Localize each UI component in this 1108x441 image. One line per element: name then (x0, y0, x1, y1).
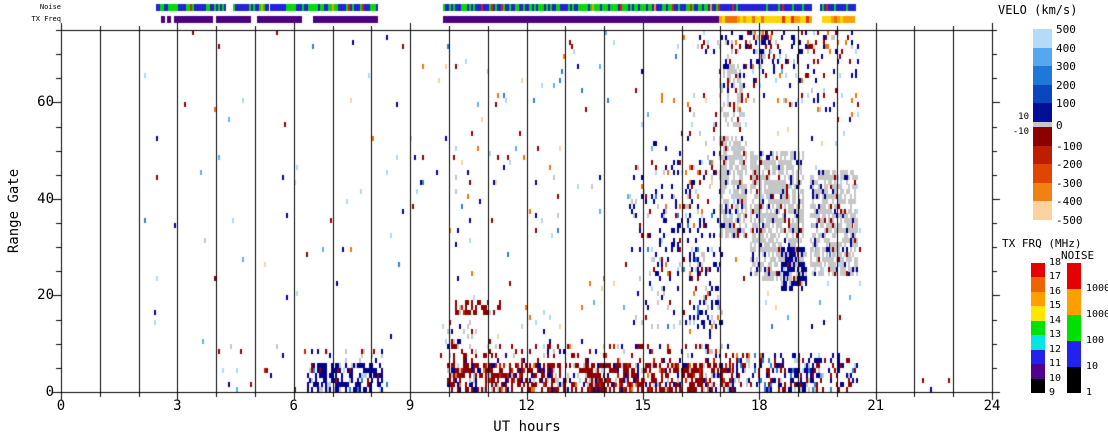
txfrq-colorbar-block (1031, 335, 1045, 350)
txfrq-legend-title: TX FRQ (MHz) (1002, 237, 1082, 250)
txfrq-scale-label: 13 (1049, 329, 1062, 340)
y-axis-title: Range Gate (6, 168, 22, 254)
velo-scale-label: -400 (1056, 195, 1083, 208)
velo-scale-label: 200 (1056, 79, 1076, 92)
y-tick-label: 60 (37, 94, 54, 111)
txfreq-strip-label: TX Freq (31, 15, 61, 23)
txfrq-scale-label: 9 (1049, 387, 1056, 398)
x-tick-label: 21 (867, 398, 885, 414)
txfrq-scale-label: 15 (1049, 300, 1062, 311)
x-tick-label: 0 (56, 398, 66, 414)
velo-colorbar-grayband (1033, 122, 1052, 127)
noise-colorbar-block (1067, 367, 1081, 393)
y-tick-label: 20 (37, 287, 54, 304)
velo-scale-label: -300 (1056, 177, 1083, 190)
x-tick-label: 24 (983, 398, 1001, 414)
x-tick-label: 6 (289, 398, 298, 414)
velo-colorbar-block (1033, 48, 1052, 66)
noise-scale-label: 1 (1086, 387, 1093, 398)
txfrq-colorbar-block (1031, 263, 1045, 277)
txfrq-scale-label: 10 (1049, 373, 1062, 384)
noise-scale-label: 1000 (1086, 309, 1108, 320)
velo-colorbar-block (1033, 201, 1052, 220)
velo-gs-threshold-label: 10 (1018, 112, 1029, 122)
noise-colorbar-block (1067, 263, 1081, 289)
txfrq-colorbar-block (1031, 379, 1045, 393)
noise-colorbar-block (1067, 289, 1081, 315)
noise-colorbar-block (1067, 315, 1081, 341)
velo-scale-label: -500 (1056, 214, 1083, 227)
txfrq-colorbar-block (1031, 364, 1045, 379)
velo-colorbar-block (1033, 103, 1052, 122)
txfrq-colorbar-block (1031, 306, 1045, 321)
noise-scale-label: 100 (1086, 335, 1105, 346)
velocity-legend-title: VELO (km/s) (998, 3, 1078, 17)
y-tick-label: 40 (37, 190, 54, 207)
velo-scale-label: 400 (1056, 42, 1076, 55)
velo-colorbar-block (1033, 66, 1052, 85)
velo-scale-label: -200 (1056, 158, 1083, 171)
txfrq-scale-label: 16 (1049, 286, 1062, 297)
velo-colorbar-block (1033, 29, 1052, 48)
txfrq-scale-label: 17 (1049, 271, 1062, 282)
x-tick-label: 18 (750, 398, 768, 414)
x-tick-label: 12 (518, 398, 535, 414)
velo-scale-label: -100 (1056, 140, 1083, 153)
velo-colorbar-block (1033, 183, 1052, 201)
x-tick-label: 15 (634, 398, 652, 414)
noise-scale-label: 10 (1086, 361, 1099, 372)
txfrq-scale-label: 18 (1049, 257, 1062, 268)
txfrq-scale-label: 11 (1049, 358, 1062, 369)
txfrq-colorbar-block (1031, 350, 1045, 364)
velo-colorbar-block (1033, 127, 1052, 146)
noise-scale-label: 10000 (1086, 283, 1108, 294)
txfrq-colorbar-block (1031, 277, 1045, 292)
velo-scale-label: 300 (1056, 60, 1076, 73)
txfrq-scale-label: 12 (1049, 344, 1062, 355)
velo-colorbar-block (1033, 85, 1052, 103)
noise-strip-label: Noise (39, 3, 61, 11)
y-tick-label: 0 (45, 384, 54, 400)
txfrq-colorbar-block (1031, 321, 1045, 335)
x-tick-label: 9 (405, 398, 415, 414)
velo-scale-label: 500 (1056, 23, 1076, 36)
velo-colorbar-block (1033, 164, 1052, 183)
velo-colorbar-block (1033, 146, 1052, 164)
x-tick-label: 3 (173, 398, 182, 414)
noise-colorbar-block (1067, 341, 1081, 367)
x-axis-title: UT hours (493, 419, 561, 435)
txfrq-scale-label: 14 (1049, 315, 1062, 326)
noise-legend-title: NOISE (1061, 249, 1095, 262)
velo-scale-label: 100 (1056, 97, 1076, 110)
velo-gs-threshold-label: -10 (1012, 127, 1029, 137)
txfrq-colorbar-block (1031, 292, 1045, 306)
velo-scale-label: 0 (1056, 119, 1063, 132)
